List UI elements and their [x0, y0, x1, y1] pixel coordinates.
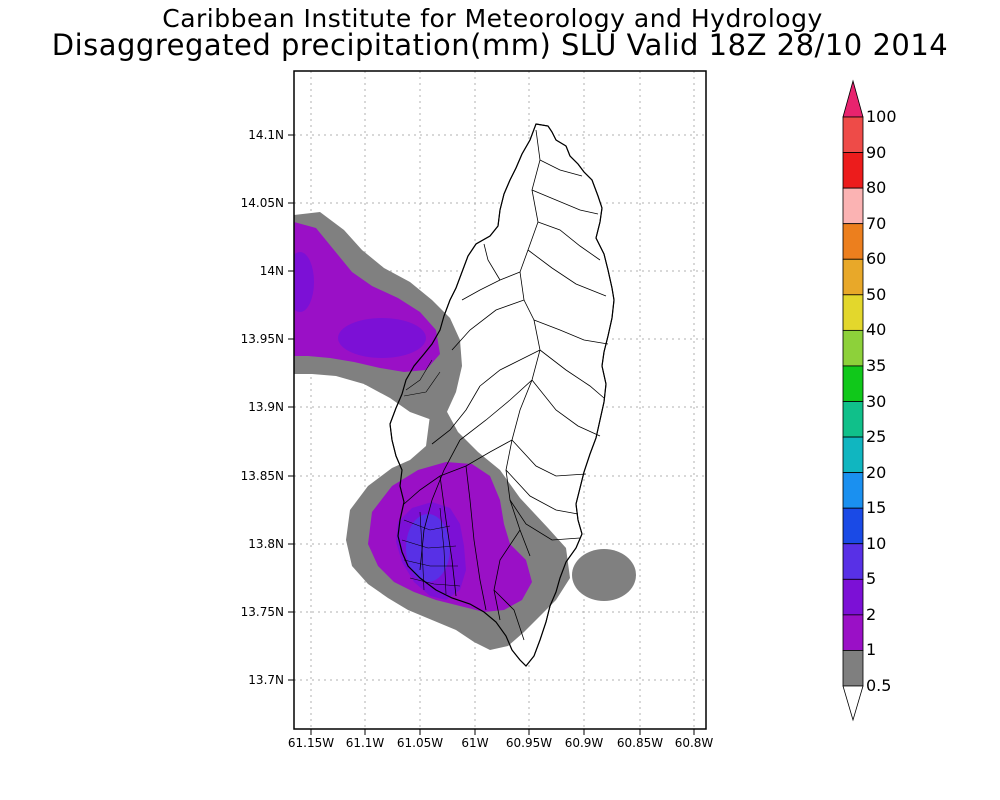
- colorbar-segment: [842, 472, 864, 509]
- map-frame: [293, 70, 707, 730]
- colorbar-segment: [842, 187, 864, 225]
- tick-marks: [288, 134, 695, 735]
- watershed-boundaries: [403, 129, 609, 641]
- colorbar-segment: [842, 152, 864, 189]
- colorbar-segment: [842, 223, 864, 260]
- colorbar-label: 50: [866, 284, 887, 304]
- lon-label-61-05: 61.05W: [396, 736, 444, 750]
- colorbar-segment: [842, 543, 864, 580]
- colorbar-segment: [842, 329, 864, 367]
- colorbar-label: 90: [866, 142, 887, 162]
- colorbar-label: 25: [866, 427, 887, 447]
- lat-label-14: 14N: [259, 264, 284, 278]
- lat-label-13-7: 13.7N: [248, 673, 284, 687]
- colorbar-segment: [842, 507, 864, 545]
- colorbar-segment: [842, 436, 864, 474]
- colorbar-label: 10: [866, 533, 887, 553]
- colorbar-label: 2: [866, 604, 877, 624]
- lon-label-60-9: 60.9W: [564, 736, 604, 750]
- lat-label-13-85: 13.85N: [240, 469, 284, 483]
- precip-contour-violet-north-b: [338, 318, 426, 358]
- lat-label-13-8: 13.8N: [248, 537, 284, 551]
- colorbar-label: 30: [866, 391, 887, 411]
- lon-label-61-15: 61.15W: [287, 736, 335, 750]
- map-plot-area: [294, 71, 706, 729]
- colorbar-segment: [842, 258, 864, 296]
- colorbar-label: 20: [866, 462, 887, 482]
- lon-label-60-85: 60.85W: [616, 736, 664, 750]
- colorbar-segment: [842, 116, 864, 153]
- lon-label-61-1: 61.1W: [345, 736, 385, 750]
- colorbar-label: 40: [866, 320, 887, 340]
- colorbar-segment: [842, 365, 864, 402]
- colorbar-label: 1: [866, 640, 877, 660]
- lon-label-60-95: 60.95W: [505, 736, 553, 750]
- colorbar-segment: [842, 401, 864, 438]
- chart-title-line1: Caribbean Institute for Meteorology and …: [162, 4, 823, 33]
- lat-label-13-75: 13.75N: [240, 605, 284, 619]
- lon-label-60-8: 60.8W: [674, 736, 714, 750]
- colorbar-bottom-triangle: [842, 685, 864, 722]
- colorbar-segment: [842, 578, 864, 616]
- colorbar-label: 35: [866, 355, 887, 375]
- colorbar-label: 5: [866, 569, 877, 589]
- island-coastline: [389, 123, 615, 667]
- lat-label-14-1: 14.1N: [248, 128, 284, 142]
- lat-label-14-05: 14.05N: [240, 196, 284, 210]
- colorbar-label: 80: [866, 178, 887, 198]
- colorbar: [842, 79, 864, 722]
- colorbar-segment: [842, 650, 864, 687]
- colorbar-label: 70: [866, 213, 887, 233]
- colorbar-top-triangle: [842, 79, 864, 118]
- colorbar-segment: [842, 614, 864, 651]
- precip-contour-grey-east: [572, 549, 636, 601]
- chart-title-line2: Disaggregated precipitation(mm) SLU Vali…: [51, 28, 949, 62]
- precip-contour-violet-north-a: [294, 252, 314, 312]
- lon-label-61: 61W: [461, 736, 489, 750]
- colorbar-label: 0.5: [866, 676, 892, 695]
- colorbar-label: 15: [866, 498, 887, 518]
- colorbar-label: 100: [866, 107, 897, 126]
- colorbar-label: 60: [866, 249, 887, 269]
- lat-label-13-9: 13.9N: [248, 400, 284, 414]
- colorbar-segment: [842, 294, 864, 331]
- lat-label-13-95: 13.95N: [240, 332, 284, 346]
- south-stream-network: [401, 359, 461, 595]
